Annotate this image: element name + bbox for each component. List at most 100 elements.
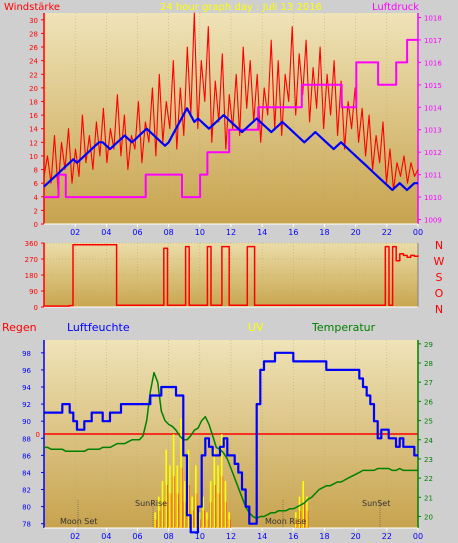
pressure-label: Luftdruck: [372, 2, 419, 13]
y-tick-label: 82: [22, 487, 31, 495]
y-tick-label: 180: [25, 272, 38, 280]
x-tick-label: 06: [132, 532, 142, 541]
x-tick-label: 06: [132, 228, 142, 237]
y2-tick-label: 23: [424, 456, 433, 464]
x-tick-label: 02: [70, 532, 80, 541]
x-tick-label: 00: [413, 532, 423, 541]
y-tick-label: 16: [29, 112, 38, 120]
x-tick-label: 10: [195, 532, 205, 541]
y2-tick-label: 1009: [424, 217, 442, 225]
panel-1: 0246810121416182022242628301009101010111…: [29, 12, 442, 237]
x-tick-label: 18: [319, 228, 329, 237]
y-tick-label: 28: [29, 30, 38, 38]
x-tick-label: 12: [226, 228, 236, 237]
y-tick-label: 14: [29, 126, 38, 134]
y2-tick-label: 1018: [424, 14, 442, 22]
x-tick-label: 18: [319, 532, 329, 541]
rain-label: Regen: [2, 321, 37, 334]
y2-tick-label: 1015: [424, 82, 442, 90]
x-tick-label: 04: [101, 532, 111, 541]
x-tick-label: 04: [101, 228, 111, 237]
y-tick-label: 86: [22, 452, 31, 460]
temperature-series: [44, 371, 418, 520]
x-tick-label: 14: [257, 228, 267, 237]
y-tick-label: 12: [29, 139, 38, 147]
rain-tick-label: 0: [36, 431, 40, 439]
x-tick-label: 20: [351, 228, 361, 237]
temperature-label: Temperatur: [311, 321, 376, 334]
y2-tick-label: 20: [424, 513, 433, 521]
x-tick-label: 16: [288, 532, 298, 541]
compass-label: N: [435, 303, 443, 316]
annotation-label: Moon Set: [60, 517, 97, 526]
wind-direction-series: [44, 244, 419, 307]
x-tick-label: 20: [351, 532, 361, 541]
y-tick-label: 92: [22, 401, 31, 409]
x-tick-label: 10: [195, 228, 205, 237]
compass-label: O: [435, 287, 444, 300]
x-tick-label: 00: [413, 228, 423, 237]
y2-tick-label: 1016: [424, 59, 442, 67]
y-tick-label: 10: [29, 153, 38, 161]
y-tick-label: 20: [29, 85, 38, 93]
y-tick-label: 98: [22, 350, 31, 358]
x-tick-label: 02: [70, 228, 80, 237]
annotation-label: SunSet: [362, 499, 390, 508]
x-tick-label: 08: [164, 228, 174, 237]
y2-tick-label: 1017: [424, 37, 442, 45]
y2-tick-label: 27: [424, 379, 433, 387]
y-tick-label: 2: [34, 207, 38, 215]
panel-3: 7880828486889092949698020212223242526272…: [22, 340, 433, 541]
x-tick-label: 08: [164, 532, 174, 541]
y-tick-label: 270: [25, 256, 38, 264]
y2-tick-label: 1014: [424, 104, 442, 112]
annotation-label: Moon Rise: [265, 517, 306, 526]
y2-tick-label: 1013: [424, 127, 442, 135]
compass-label: N: [435, 239, 443, 252]
compass-label: S: [436, 271, 443, 284]
humidity-series: [44, 351, 418, 534]
uv-label: UV: [248, 321, 264, 334]
x-tick-label: 14: [257, 532, 267, 541]
y2-tick-label: 21: [424, 494, 433, 502]
y-tick-label: 18: [29, 98, 38, 106]
y-tick-label: 26: [29, 44, 38, 52]
y2-tick-label: 22: [424, 475, 433, 483]
y2-tick-label: 26: [424, 398, 433, 406]
compass-label: W: [434, 255, 445, 268]
y-tick-label: 0: [34, 304, 38, 312]
y2-tick-label: 28: [424, 360, 433, 368]
y-tick-label: 22: [29, 71, 38, 79]
y2-tick-label: 25: [424, 418, 433, 426]
y2-tick-label: 1011: [424, 172, 442, 180]
y-tick-label: 8: [34, 167, 38, 175]
y-tick-label: 90: [22, 418, 31, 426]
y-tick-label: 0: [34, 221, 38, 229]
chart-title: 24 hour graph day : Juli 13 2016: [160, 2, 322, 13]
x-tick-label: 22: [382, 228, 392, 237]
annotation-label: SunRise: [135, 499, 167, 508]
y-tick-label: 94: [22, 384, 31, 392]
y-tick-label: 4: [34, 194, 39, 202]
pressure-series: [44, 38, 418, 199]
humidity-label: Luftfeuchte: [67, 321, 130, 334]
y-tick-label: 80: [22, 504, 31, 512]
x-tick-label: 22: [382, 532, 392, 541]
y2-tick-label: 24: [424, 437, 433, 445]
y-tick-label: 88: [22, 435, 31, 443]
y2-tick-label: 1010: [424, 194, 442, 202]
wind-strength-label: Windstärke: [4, 2, 60, 13]
y-tick-label: 360: [25, 240, 38, 248]
y-tick-label: 30: [29, 17, 38, 25]
wind-avg-series: [43, 107, 418, 192]
y-tick-label: 96: [22, 367, 31, 375]
x-tick-label: 16: [288, 228, 298, 237]
y-tick-label: 6: [34, 180, 39, 188]
y-tick-label: 78: [22, 521, 31, 529]
x-tick-label: 12: [226, 532, 236, 541]
y-tick-label: 90: [29, 288, 38, 296]
y-tick-label: 24: [29, 58, 38, 66]
